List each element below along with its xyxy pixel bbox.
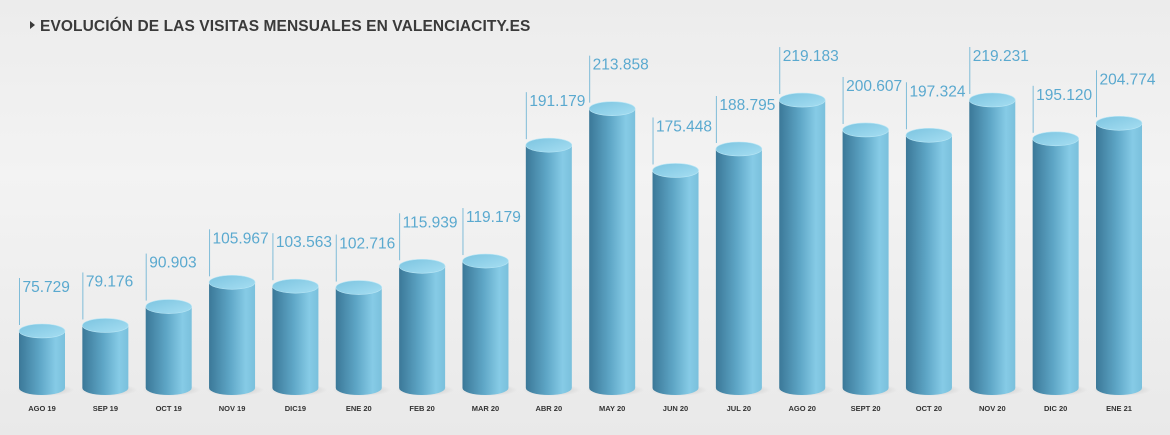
chart-title: EVOLUCIÓN DE LAS VISITAS MENSUALES EN VA…: [30, 18, 530, 36]
category-label: JUL 20: [727, 404, 751, 413]
value-label: 119.179: [466, 209, 521, 226]
bar-top-cap: [525, 137, 573, 153]
bar-group: 191.179 ABR 20: [522, 92, 585, 413]
value-label: 197.324: [909, 83, 965, 100]
category-label: DIC19: [285, 404, 306, 413]
bar: [969, 100, 1016, 395]
bar: [1032, 138, 1079, 395]
value-label: 213.858: [593, 57, 649, 74]
bar-top-cap: [462, 253, 509, 269]
bar-group: 119.179 MAR 20: [459, 208, 521, 413]
value-label: 219.183: [783, 48, 839, 65]
category-label: ABR 20: [535, 404, 562, 413]
bar: [209, 282, 256, 395]
value-label: 79.176: [86, 273, 133, 290]
bar-group: 200.607 SEPT 20: [839, 76, 902, 413]
bar: [905, 135, 952, 395]
bar: [462, 261, 509, 395]
bar: [842, 129, 889, 395]
value-label: 103.563: [276, 234, 332, 251]
bar-top-cap: [842, 122, 889, 138]
bar-top-cap: [588, 101, 636, 116]
bar: [652, 170, 699, 395]
bar-top-cap: [652, 163, 699, 178]
value-label: 115.939: [403, 214, 458, 231]
bar: [272, 286, 319, 395]
bar-group: 105.967 NOV 19: [206, 229, 269, 413]
bar-group: 90.903 OCT 19: [142, 253, 201, 413]
bar: [779, 100, 826, 395]
bar-group: 204.774 ENE 21: [1093, 70, 1156, 413]
bar-top-cap: [145, 299, 193, 314]
bar: [19, 331, 65, 395]
value-label: 188.795: [719, 97, 775, 114]
category-label: MAY 20: [599, 404, 625, 413]
bar: [82, 325, 129, 395]
value-label: 102.716: [339, 236, 395, 253]
value-label: 219.231: [973, 48, 1029, 65]
bar-top-cap: [272, 278, 319, 294]
bar: [1096, 123, 1142, 396]
bar: [145, 306, 192, 395]
bar-group: 213.858 MAY 20: [586, 55, 649, 413]
bar: [715, 148, 762, 395]
bar-group: 197.324 OCT 20: [902, 82, 966, 413]
value-label: 175.448: [656, 118, 712, 135]
category-label: AGO 20: [788, 404, 816, 413]
bar-group: 195.120 DIC 20: [1029, 85, 1093, 413]
bar-top-cap: [778, 92, 826, 108]
category-label: OCT 20: [916, 404, 942, 413]
bar-top-cap: [398, 258, 446, 274]
category-label: ENE 21: [1106, 404, 1132, 413]
category-label: OCT 19: [156, 404, 182, 413]
bar-top-cap: [1032, 131, 1079, 147]
bar-group: 103.563 DIC19: [269, 233, 332, 413]
category-label: JUN 20: [663, 404, 688, 413]
bar-top-cap: [335, 280, 383, 295]
chart-title-text: EVOLUCIÓN DE LAS VISITAS MENSUALES EN VA…: [40, 18, 531, 35]
bar: [399, 266, 446, 395]
bar: [589, 108, 636, 395]
bar-group: 219.183 AGO 20: [776, 47, 839, 413]
bar-group: 102.716 ENE 20: [332, 234, 395, 413]
category-label: SEP 19: [93, 404, 118, 413]
category-label: AGO 19: [28, 404, 56, 413]
value-label: 191.179: [529, 93, 585, 110]
category-label: SEPT 20: [851, 404, 881, 413]
category-label: MAR 20: [472, 404, 500, 413]
bar-group: 79.176 SEP 19: [79, 272, 138, 413]
category-label: NOV 20: [979, 404, 1006, 413]
value-label: 204.774: [1100, 71, 1156, 88]
bar-group: 115.939 FEB 20: [396, 213, 458, 413]
value-label: 75.729: [23, 279, 70, 296]
title-arrow-icon: [30, 21, 35, 29]
category-label: NOV 19: [219, 404, 246, 413]
value-label: 200.607: [846, 78, 902, 95]
value-label: 105.967: [213, 230, 269, 247]
bar-top-cap: [968, 92, 1016, 108]
value-label: 195.120: [1036, 87, 1092, 104]
bar-top-cap: [715, 141, 763, 157]
bar-group: 75.729 AGO 19: [16, 278, 74, 413]
bar-top-cap: [905, 127, 953, 143]
category-label: DIC 20: [1044, 404, 1067, 413]
bar-top-cap: [82, 318, 129, 333]
bar-group: 188.795 JUL 20: [712, 95, 775, 413]
bar-group: 175.448 JUN 20: [649, 117, 712, 413]
bar-group: 219.231 NOV 20: [966, 47, 1029, 413]
bar-top-cap: [1095, 115, 1143, 131]
bar: [525, 145, 572, 395]
category-label: FEB 20: [409, 404, 434, 413]
bar: [335, 287, 382, 395]
value-label: 90.903: [149, 255, 196, 272]
category-label: ENE 20: [346, 404, 372, 413]
bar-top-cap: [18, 323, 66, 339]
bar-top-cap: [208, 275, 256, 290]
